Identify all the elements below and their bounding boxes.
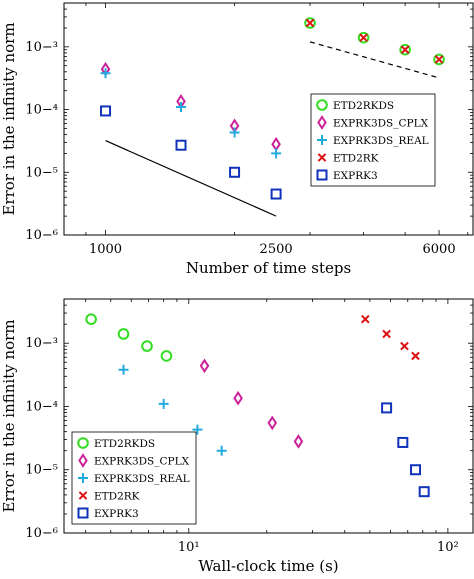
x-tick-label: 10¹: [178, 540, 200, 555]
legend-label: EXPRK3DS_CPLX: [94, 456, 190, 468]
minor-ticks: [64, 299, 473, 533]
data-point-exprk3ds-real: [158, 398, 169, 409]
y-tick-label: 10−⁵: [25, 165, 58, 180]
data-point-exprk3ds-real: [216, 445, 227, 456]
data-point-exprk3ds-cplx: [233, 390, 243, 406]
legend-label: ETD2RK: [94, 491, 140, 503]
data-point-etd2rkds: [117, 328, 130, 340]
data-point-etd2rkds: [160, 350, 173, 362]
data-point-etd2rk: [305, 18, 315, 28]
data-point-exprk3ds-cplx: [271, 136, 281, 152]
data-point-etd2rkds: [399, 43, 411, 56]
legend-box: [310, 93, 436, 187]
legend-label: EXPRK3DS_REAL: [94, 473, 190, 485]
x-axis-label: Wall-clock time (s): [198, 557, 338, 575]
legend-label: EXPRK3: [333, 170, 378, 182]
legend: ETD2RKDS EXPRK3DS_CPLX EXPRK3DS_REAL ETD2RK…: [310, 93, 436, 187]
data-point-etd2rk: [359, 33, 368, 42]
data-point-exprk3: [397, 436, 409, 448]
data-point-etd2rk: [382, 329, 391, 339]
data-point-exprk3ds-cplx: [199, 358, 210, 374]
series-etd2rkds: [304, 17, 445, 66]
data-point-etd2rk: [360, 314, 370, 324]
data-point-exprk3ds-real: [100, 68, 111, 79]
data-point-etd2rk: [400, 341, 409, 351]
minor-ticks: [64, 3, 473, 235]
data-point-exprk3ds-real: [176, 101, 187, 112]
data-point-exprk3ds-cplx: [293, 434, 304, 449]
data-point-exprk3ds-real: [192, 424, 203, 435]
legend-marker: [78, 491, 88, 500]
data-point-exprk3ds-cplx: [267, 415, 278, 431]
series-exprk3ds-cplx: [199, 358, 304, 449]
legend-label: ETD2RK: [333, 153, 379, 165]
y-tick-label: 10−⁵: [25, 463, 58, 478]
data-point-exprk3: [229, 166, 241, 178]
legend-label: EXPRK3: [94, 508, 139, 520]
legend-box: [71, 431, 197, 525]
data-point-etd2rkds: [141, 340, 153, 352]
series-exprk3ds-real: [100, 68, 282, 159]
series-etd2rkds: [85, 313, 173, 362]
data-point-etd2rk: [434, 55, 444, 64]
legend-label: ETD2RKDS: [94, 438, 155, 450]
legend-marker: [78, 453, 88, 468]
data-point-exprk3: [418, 486, 430, 498]
legend-label: EXPRK3DS_CPLX: [333, 118, 429, 130]
reference-slope-line-solid: [105, 140, 277, 217]
legend-marker: [77, 507, 89, 519]
data-point-etd2rkds: [304, 17, 316, 29]
legend-marker: [317, 153, 327, 162]
data-point-etd2rkds: [357, 31, 370, 44]
legend-marker: [316, 99, 328, 111]
y-tick-label: 10−⁴: [25, 103, 58, 118]
series-exprk3ds-cplx: [100, 61, 281, 152]
data-point-exprk3: [175, 139, 187, 151]
reference-slope-line-dashed: [309, 41, 440, 79]
y-axis-label: Error in the infinity norm: [0, 22, 18, 215]
legend-marker: [78, 473, 88, 483]
series-exprk3ds-real: [118, 364, 227, 456]
series-exprk3: [100, 105, 282, 200]
legend: ETD2RKDS EXPRK3DS_CPLX EXPRK3DS_REAL ETD2RK…: [71, 431, 197, 525]
data-point-exprk3: [381, 402, 393, 414]
legend-marker: [317, 135, 327, 145]
chart-bottom: 10¹ 10² 10−⁶ 10−⁵ 10−⁴ 10−³ Wall-clock time (s…: [0, 298, 474, 575]
data-point-exprk3: [410, 464, 422, 476]
data-point-exprk3ds-real: [118, 364, 129, 375]
y-tick-label: 10−³: [25, 336, 58, 351]
legend-marker: [316, 169, 328, 181]
legend-label: EXPRK3DS_REAL: [333, 135, 429, 147]
series-etd2rk: [360, 314, 420, 361]
data-point-etd2rkds: [433, 53, 445, 66]
x-tick-label: 1000: [89, 242, 122, 257]
data-point-etd2rk: [400, 45, 410, 55]
legend-marker: [77, 437, 89, 449]
y-tick-label: 10−⁶: [25, 526, 58, 541]
y-tick-label: 10−⁶: [25, 228, 58, 243]
data-point-exprk3: [270, 188, 282, 200]
data-point-etd2rk: [411, 351, 420, 361]
x-tick-label: 10²: [437, 540, 459, 555]
y-axis-label: Error in the infinity norm: [0, 319, 18, 512]
data-point-etd2rkds: [85, 313, 97, 325]
x-axis-label: Number of time steps: [186, 259, 351, 277]
chart-top: 1000 2500 6000 10−⁶ 10−⁵ 10−⁴ 10−³ Number of ti…: [0, 2, 474, 277]
y-tick-label: 10−⁴: [25, 399, 58, 414]
x-tick-label: 2500: [260, 242, 293, 257]
data-point-exprk3ds-real: [229, 127, 240, 138]
data-point-exprk3ds-real: [271, 148, 282, 159]
x-tick-label: 6000: [423, 242, 456, 257]
series-exprk3: [381, 402, 430, 498]
data-point-exprk3: [100, 105, 112, 117]
y-tick-label: 10−³: [25, 40, 58, 55]
legend-marker: [317, 115, 327, 130]
series-etd2rk: [305, 18, 444, 64]
legend-label: ETD2RKDS: [333, 100, 394, 112]
